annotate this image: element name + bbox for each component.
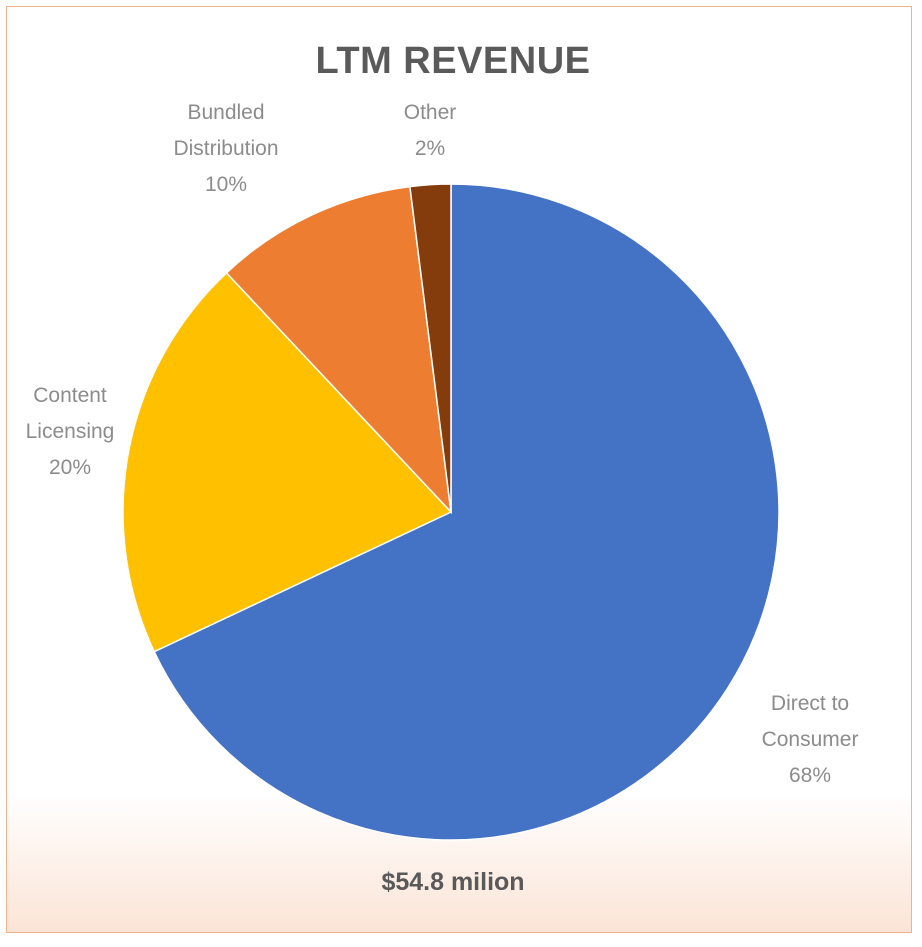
slice-label-direct-to-consumer: Direct to Consumer 68% (740, 686, 880, 794)
pie-slice-content-licensing (122, 271, 453, 653)
slice-label-line: Consumer (761, 728, 859, 751)
pie-slice-direct-to-consumer (153, 183, 780, 841)
slice-label-line: Other (403, 101, 457, 124)
chart-title: LTM REVENUE (315, 40, 591, 82)
slice-label-line: Content (33, 384, 107, 407)
chart-subtitle-total: $54.8 milion (381, 868, 525, 896)
slice-label-percent: 2% (414, 137, 446, 160)
pie-slice-other (409, 183, 452, 513)
slice-label-line: Direct to (770, 692, 850, 715)
slice-label-percent: 68% (788, 764, 832, 787)
slice-label-line: Licensing (25, 420, 115, 443)
slice-label-content-licensing: Content Licensing 20% (10, 378, 130, 486)
slice-label-other: Other 2% (380, 95, 480, 167)
slice-label-bundled-distribution: Bundled Distribution 10% (146, 95, 306, 203)
pie-slice-bundled-distribution (225, 185, 453, 515)
slice-label-percent: 20% (48, 456, 92, 479)
slice-label-percent: 10% (204, 173, 248, 196)
slice-label-line: Bundled (187, 101, 265, 124)
slice-label-line: Distribution (173, 137, 279, 160)
